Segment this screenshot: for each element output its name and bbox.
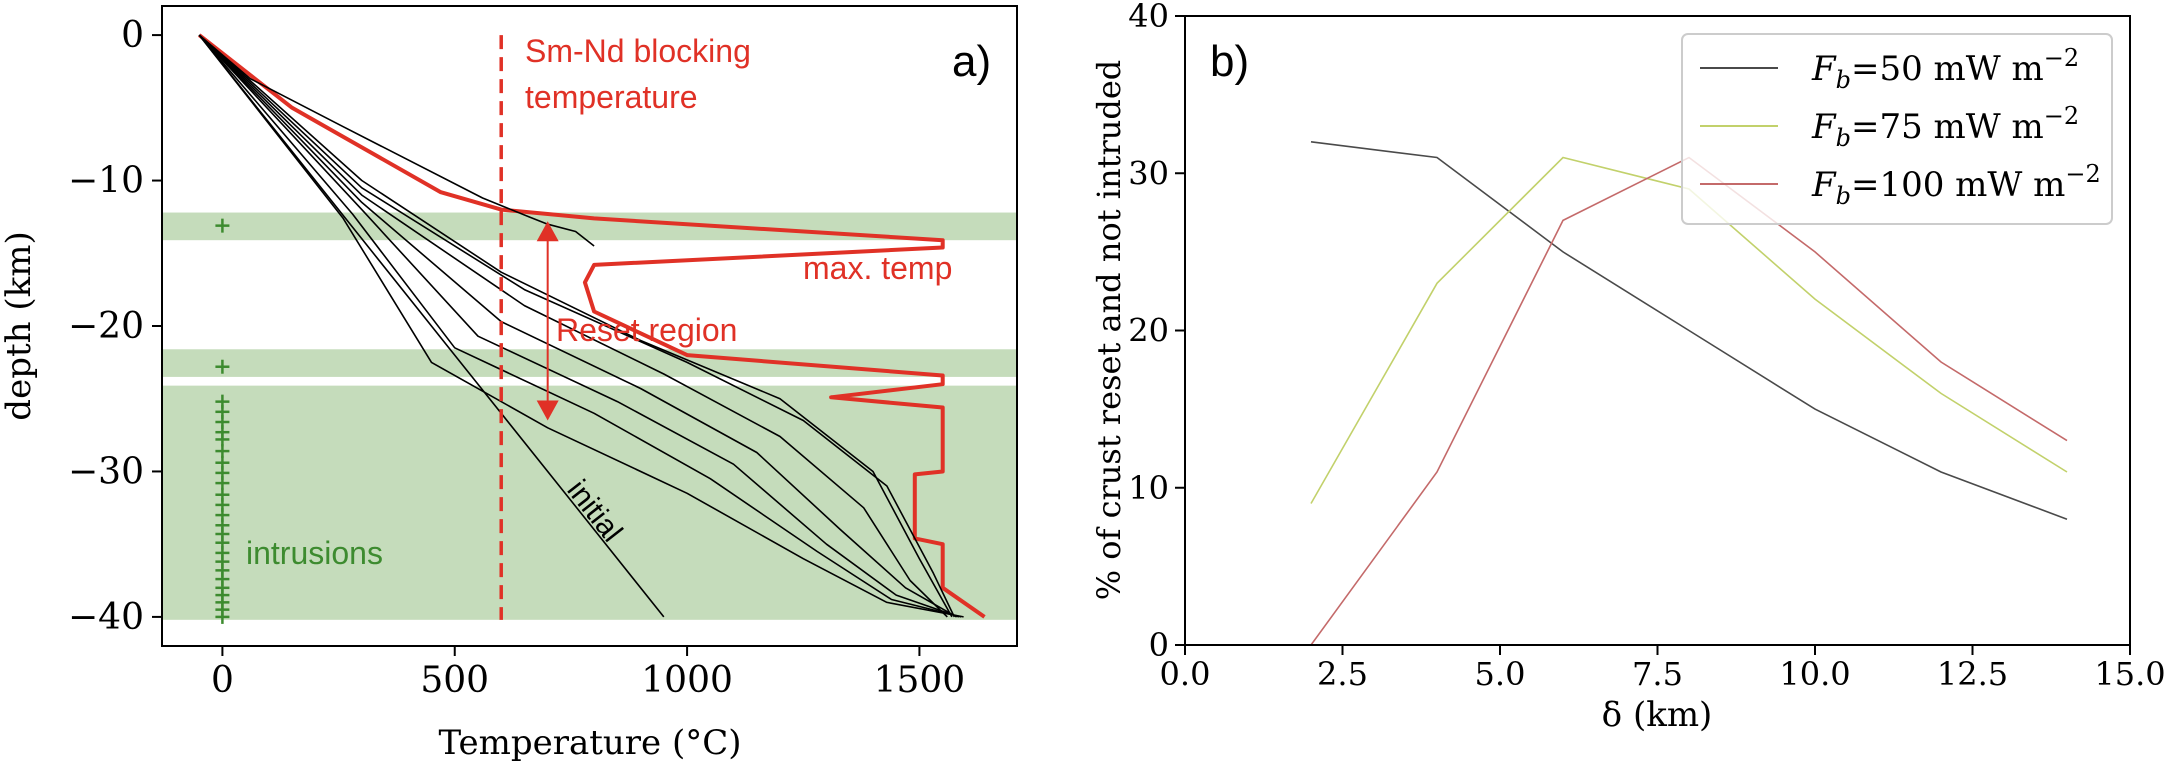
panel-a-xlabel: Temperature (°C)	[438, 723, 741, 763]
temperature-profile-line-6	[198, 34, 957, 618]
b-xtick-label: 2.5	[1317, 655, 1368, 693]
legend-entry-1: Fb=75 mW m−2	[1700, 102, 2079, 152]
temperature-profile-line-9	[198, 34, 964, 618]
temperature-profile-line-2	[198, 34, 595, 247]
panel-a-label: a)	[952, 37, 991, 86]
b-ytick-label: 40	[1128, 0, 1169, 35]
a-ytick-label: 0	[121, 15, 144, 56]
intrusion-marker-25	[215, 609, 230, 624]
intrusion-marker-1	[215, 359, 230, 374]
panel-b-ylabel: % of crust reset and not intruded	[1090, 60, 1128, 601]
b-xtick-label: 7.5	[1632, 655, 1683, 693]
b-ytick-label: 0	[1149, 626, 1169, 664]
panel-a-ylabel: depth (km)	[0, 231, 39, 420]
a-ytick-label: −20	[68, 306, 144, 347]
legend-entry-2: Fb=100 mW m−2	[1700, 160, 2101, 210]
panel-b-xlabel: δ (km)	[1602, 695, 1713, 735]
b-xtick-label: 0.0	[1160, 655, 1211, 693]
b-xtick-label: 10.0	[1779, 655, 1850, 693]
reset-region-label: Reset region	[556, 312, 737, 348]
b-ytick-label: 10	[1128, 469, 1169, 507]
reset-region-arrow-up	[536, 221, 559, 242]
legend-label: Fb=100 mW m−2	[1811, 160, 2101, 210]
panel-b-ticks: 0.0 2.5 5.0 7.5 10.0 12.5 15.0 0 10 20 30 40	[1128, 0, 2165, 693]
a-ytick-label: −40	[68, 597, 144, 638]
panel-b: 0.0 2.5 5.0 7.5 10.0 12.5 15.0 0 10 20 30 40 b) δ (…	[1090, 0, 2166, 735]
blocking-temperature-label-line1: Sm-Nd blocking	[525, 33, 751, 69]
reset-region-arrow-down	[536, 400, 559, 421]
a-xtick-label: 500	[420, 660, 489, 701]
b-xtick-label: 12.5	[1937, 655, 2008, 693]
intrusions-label: intrusions	[246, 535, 383, 571]
blocking-temperature-label-line2: temperature	[525, 79, 698, 115]
legend-box	[1681, 33, 2113, 225]
panel-a-annotations	[215, 35, 559, 624]
temperature-profile-line-7	[198, 34, 960, 618]
a-xtick-label: 0	[211, 660, 234, 701]
a-xtick-label: 1500	[874, 660, 966, 701]
intrusion-marker-0	[215, 218, 230, 233]
panel-b-label: b)	[1210, 37, 1249, 86]
panel-a: 0 500 1000 1500 0 −10 −20 −30 −40 a) Temperature…	[0, 5, 1018, 763]
panel-a-ticks: 0 500 1000 1500 0 −10 −20 −30 −40	[68, 15, 965, 701]
a-ytick-label: −30	[68, 451, 144, 492]
max-temp-line	[197, 33, 986, 619]
temperature-profile-line-5	[198, 34, 948, 618]
temperature-profile-line-3	[198, 34, 953, 618]
max-temp-label: max. temp	[803, 250, 952, 286]
legend-label: Fb=50 mW m−2	[1811, 44, 2079, 94]
a-ytick-label: −10	[68, 161, 144, 202]
b-ytick-label: 20	[1128, 312, 1169, 350]
legend-entry-0: Fb=50 mW m−2	[1700, 44, 2079, 94]
legend: Fb=50 mW m−2 Fb=75 mW m−2 Fb=100 mW m−2	[1681, 33, 2113, 225]
temperature-profiles	[197, 33, 986, 619]
temperature-profile-line-8	[198, 34, 962, 618]
legend-label: Fb=75 mW m−2	[1811, 102, 2079, 152]
b-xtick-label: 15.0	[2094, 655, 2165, 693]
b-ytick-label: 30	[1128, 154, 1169, 192]
series-line-0	[1310, 141, 2068, 520]
a-xtick-label: 1000	[641, 660, 733, 701]
intrusion-band-2	[162, 385, 1017, 620]
initial-profile-line	[198, 34, 665, 618]
b-xtick-label: 5.0	[1475, 655, 1526, 693]
temperature-profile-line-4	[198, 34, 956, 618]
legend-entries: Fb=50 mW m−2 Fb=75 mW m−2 Fb=100 mW m−2	[1700, 44, 2101, 210]
